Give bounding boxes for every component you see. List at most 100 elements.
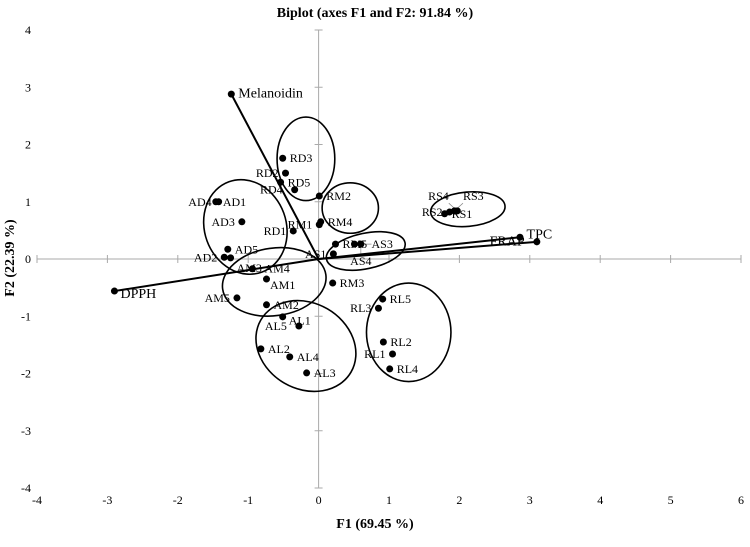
observation-label: RS2	[422, 205, 443, 219]
y-tick-label: 1	[25, 195, 31, 209]
group-ellipse	[276, 116, 336, 202]
observation-point	[379, 295, 387, 303]
observation-label: AD3	[212, 215, 235, 229]
x-tick-label: 3	[527, 493, 533, 507]
observation-label: AD2	[194, 250, 217, 264]
observation-point	[263, 275, 271, 283]
variable-point	[516, 233, 524, 241]
observation-point	[329, 279, 337, 287]
y-tick-label: -4	[21, 481, 31, 495]
variable-label: TPC	[527, 227, 553, 242]
x-tick-label: 4	[597, 493, 603, 507]
observation-point	[374, 304, 382, 312]
group-ellipses	[202, 116, 506, 393]
observation-label: RD2	[256, 166, 279, 180]
variable-point	[227, 90, 235, 98]
observation-label: AM1	[270, 278, 295, 292]
observation-label: AL1	[289, 313, 311, 327]
x-tick-label: -1	[243, 493, 253, 507]
observation-point	[238, 218, 246, 226]
observation-point	[315, 192, 323, 200]
observation-label: RM1	[288, 218, 313, 232]
observation-point	[257, 345, 265, 353]
observation-label: RL4	[397, 362, 418, 376]
observation-label: RS3	[463, 189, 484, 203]
observation-label: AM4	[264, 262, 289, 276]
observation-label: RD1	[264, 224, 287, 238]
variable-label: DPPH	[121, 287, 157, 302]
observation-point	[289, 227, 297, 235]
x-tick-label: -2	[173, 493, 183, 507]
x-tick-label: -3	[102, 493, 112, 507]
observation-label: AM2	[274, 298, 299, 312]
observation-label: RM5	[342, 237, 367, 251]
group-ellipse	[429, 190, 506, 228]
observation-point	[263, 301, 271, 309]
variable-point	[533, 238, 541, 246]
chart-title: Biplot (axes F1 and F2: 91.84 %)	[277, 6, 474, 21]
variable-label: Melanoidin	[238, 87, 303, 102]
observation-point	[315, 221, 323, 229]
group-ellipse	[255, 299, 357, 393]
observation-label: RL1	[364, 347, 385, 361]
observation-point	[303, 369, 311, 377]
observation-point	[233, 294, 241, 302]
y-tick-label: 0	[25, 252, 31, 266]
observation-point	[291, 186, 299, 194]
observation-label: RS4	[428, 189, 449, 203]
x-tick-label: 0	[316, 493, 322, 507]
observation-point	[227, 254, 235, 262]
observation-point	[357, 240, 365, 248]
observation-label: AL3	[314, 366, 336, 380]
observation-label: AL5	[265, 319, 287, 333]
x-tick-label: -4	[32, 493, 42, 507]
y-tick-label: 3	[25, 80, 31, 94]
variable-vector	[318, 240, 537, 260]
observation-point	[248, 265, 256, 273]
x-tick-label: 5	[668, 493, 674, 507]
observation-label: RS1	[452, 207, 473, 221]
observation-point	[295, 322, 303, 330]
observation-label: RD5	[288, 175, 311, 189]
y-axis-label: F2 (22.39 %)	[3, 219, 18, 297]
observation-point	[386, 365, 394, 373]
observation-point	[279, 154, 287, 162]
observation-label: RL3	[350, 301, 371, 315]
observation-point	[279, 313, 287, 321]
observation-point	[277, 178, 285, 186]
x-axis-label: F1 (69.45 %)	[336, 517, 414, 532]
variable-label: FRAP	[490, 234, 525, 249]
group-ellipse	[221, 246, 327, 317]
observation-label: AM5	[205, 291, 230, 305]
x-tick-label: 2	[456, 493, 462, 507]
observation-point	[286, 353, 294, 361]
group-ellipse	[321, 182, 380, 235]
observation-label: RD4	[260, 183, 283, 197]
y-tick-label: -2	[21, 367, 31, 381]
observation-label: RD3	[290, 151, 313, 165]
observation-label: AD4	[188, 195, 211, 209]
observation-label: AS4	[350, 254, 371, 268]
observation-label: RL5	[390, 292, 411, 306]
observation-label: RM3	[340, 276, 365, 290]
observation-point	[220, 253, 228, 261]
observation-label: AL4	[297, 350, 319, 364]
group-ellipse	[202, 178, 288, 276]
observation-label: RL2	[390, 335, 411, 349]
y-tick-label: -3	[21, 424, 31, 438]
observation-point	[351, 240, 359, 248]
observation-point	[215, 198, 223, 206]
x-tick-label: 6	[738, 493, 744, 507]
observation-point	[282, 169, 290, 177]
observation-label: RM2	[326, 189, 351, 203]
variable-vector	[230, 93, 320, 260]
observation-point	[331, 240, 339, 248]
observation-label: AS3	[372, 237, 393, 251]
y-tick-label: 2	[25, 138, 31, 152]
y-tick-label: -1	[21, 309, 31, 323]
group-ellipse	[365, 282, 452, 383]
observation-point	[379, 338, 387, 346]
